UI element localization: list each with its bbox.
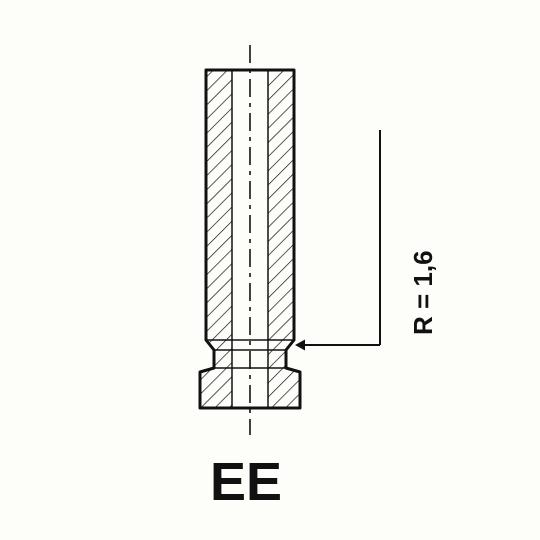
type-code-label: EE — [210, 455, 282, 509]
radius-dimension-label: R = 1,6 — [408, 250, 439, 335]
diagram-canvas: EE R = 1,6 — [0, 0, 540, 540]
